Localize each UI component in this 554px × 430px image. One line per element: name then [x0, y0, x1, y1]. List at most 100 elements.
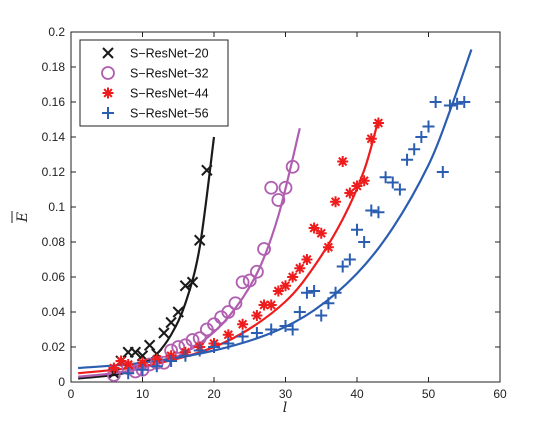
data-point [201, 164, 213, 176]
data-point [207, 317, 221, 332]
data-point [179, 280, 192, 292]
x-tick-label: 50 [422, 387, 436, 401]
data-point [193, 344, 206, 357]
data-point [308, 222, 320, 234]
data-point [408, 143, 421, 156]
data-point [193, 234, 206, 246]
data-point [171, 340, 186, 354]
data-point [108, 362, 120, 374]
data-point [235, 275, 250, 290]
data-point [294, 262, 306, 274]
data-point [308, 285, 321, 297]
x-tick-label: 10 [136, 387, 150, 401]
data-point [329, 286, 342, 299]
legend-label: S−ResNet−32 [130, 67, 209, 81]
data-point [351, 223, 363, 236]
data-point [401, 153, 414, 166]
data-point [236, 330, 249, 343]
data-point [315, 309, 328, 322]
data-point [179, 349, 192, 362]
data-point [185, 333, 200, 347]
legend-marker [102, 107, 114, 119]
axis-ticks: 0 10 20 30 40 50 60 0 0.02 0.04 0.06 0.08 0.1 0.12 0.1… [42, 25, 507, 401]
legend-marker [102, 87, 114, 99]
data-point [186, 276, 199, 288]
legend-box [79, 39, 229, 127]
legend-label: S−ResNet−44 [130, 87, 209, 101]
data-point [372, 117, 384, 129]
y-tick-label: 0.02 [42, 340, 66, 354]
data-point [301, 254, 313, 265]
data-point [429, 96, 442, 108]
data-point [322, 241, 334, 253]
y-axis-label-group: E [11, 211, 31, 223]
data-point [250, 327, 263, 339]
data-point [285, 159, 300, 174]
data-point [279, 320, 292, 332]
data-point [137, 357, 148, 369]
y-tick-label: 0.2 [48, 25, 65, 39]
data-point [379, 171, 392, 184]
data-point [122, 367, 135, 380]
data-point [443, 99, 456, 112]
data-point [293, 306, 306, 318]
data-point [257, 242, 271, 256]
y-tick-label: 0 [58, 375, 65, 389]
y-tick-label: 0.16 [42, 95, 66, 109]
data-point [228, 296, 243, 311]
data-point [365, 204, 378, 217]
data-point [358, 236, 371, 248]
data-point [280, 280, 291, 292]
data-point [458, 96, 471, 108]
data-point [343, 253, 356, 266]
data-point [415, 131, 428, 143]
x-axis-label: l [283, 400, 287, 416]
data-point [242, 273, 257, 288]
data-point [344, 187, 356, 199]
data-point [150, 360, 163, 373]
data-point [258, 299, 270, 311]
data-point [165, 316, 177, 329]
data-point [129, 346, 142, 358]
data-points [107, 96, 471, 382]
data-point [151, 353, 163, 365]
data-point [393, 183, 406, 196]
points-series-3 [108, 117, 384, 374]
data-point [249, 264, 264, 279]
data-point [208, 341, 220, 353]
data-point [300, 286, 313, 299]
data-point [222, 337, 235, 350]
points-series-4 [122, 96, 471, 380]
data-point [136, 363, 149, 376]
data-point [272, 285, 284, 297]
y-tick-label: 0.18 [42, 60, 66, 74]
data-point [271, 193, 286, 207]
data-point [436, 166, 449, 178]
data-point [287, 271, 299, 283]
legend: S−ResNet−20 S−ResNet−32 S−ResNet−44 S−ResNe… [79, 39, 229, 127]
data-point [237, 318, 249, 330]
data-point [286, 323, 299, 336]
data-point [128, 364, 143, 379]
data-point [330, 196, 342, 208]
y-tick-label: 0.12 [42, 165, 66, 179]
legend-marker [101, 66, 115, 80]
data-point [365, 133, 377, 145]
data-point [157, 355, 171, 370]
points-series-1 [108, 164, 213, 379]
data-point [451, 97, 464, 110]
x-tick-label: 30 [279, 387, 293, 401]
data-point [165, 355, 178, 367]
x-tick-label: 40 [350, 387, 364, 401]
data-point [278, 180, 293, 195]
x-tick-label: 20 [207, 387, 221, 401]
y-tick-label: 0.04 [42, 305, 66, 319]
data-point [337, 156, 349, 167]
data-point [143, 339, 156, 351]
legend-label: S−ResNet−20 [130, 47, 209, 61]
data-point [358, 175, 370, 187]
data-point [265, 323, 278, 336]
data-point [264, 180, 279, 195]
data-point [158, 327, 170, 339]
